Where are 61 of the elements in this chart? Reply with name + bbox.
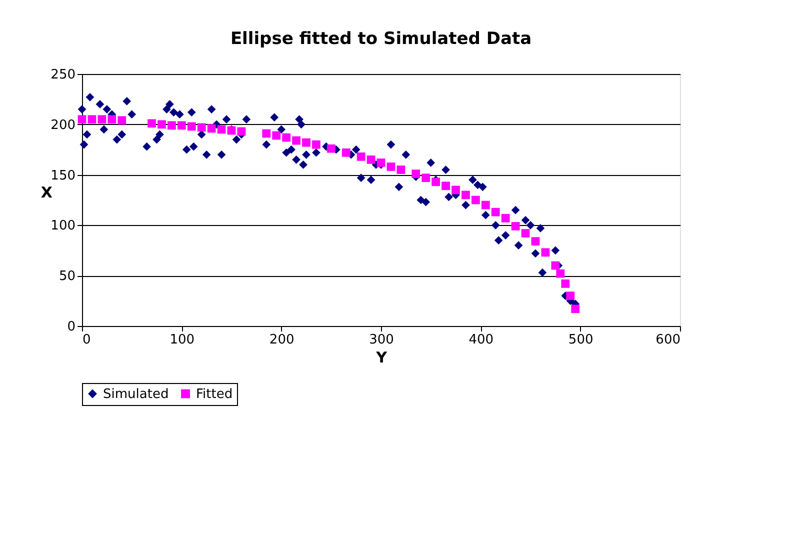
- point: [197, 123, 206, 132]
- point: [556, 269, 565, 278]
- x-tick-label: 300: [369, 332, 394, 348]
- y-tick-label: 50: [58, 269, 76, 284]
- x-tick-label: 400: [468, 332, 494, 348]
- x-tick-label: 100: [170, 332, 195, 348]
- point: [292, 136, 300, 145]
- point: [566, 292, 575, 300]
- point: [491, 208, 500, 216]
- y-tick-label: 100: [50, 218, 76, 234]
- point: [217, 125, 226, 134]
- point: [342, 148, 350, 157]
- point: [521, 229, 530, 238]
- point: [282, 133, 290, 142]
- point: [472, 196, 480, 204]
- point: [118, 116, 126, 125]
- point: [571, 304, 580, 314]
- point: [302, 138, 310, 147]
- point: [412, 170, 420, 178]
- y-tick-label: 0: [67, 320, 76, 334]
- legend-label: Fitted: [196, 386, 233, 402]
- y-axis-title: X: [40, 184, 53, 202]
- point: [422, 174, 430, 182]
- point: [386, 162, 396, 171]
- point: [237, 127, 246, 136]
- point: [551, 261, 560, 270]
- legend-label: Simulated: [103, 386, 169, 402]
- point: [312, 140, 320, 149]
- point: [168, 121, 176, 130]
- point: [326, 144, 336, 153]
- chart-title: Ellipse fitted to Simulated Data: [230, 29, 532, 49]
- point: [177, 121, 186, 130]
- point: [366, 155, 376, 164]
- x-tick-label: 200: [269, 332, 294, 348]
- point: [396, 166, 406, 174]
- point: [148, 119, 156, 128]
- point: [541, 248, 550, 257]
- point: [462, 190, 470, 200]
- point: [158, 120, 166, 129]
- x-tick-label: 600: [656, 332, 680, 348]
- point: [442, 182, 450, 190]
- point: [452, 186, 460, 194]
- x-tick-label: 0: [82, 332, 91, 348]
- point: [207, 124, 216, 133]
- point: [511, 222, 520, 230]
- y-tick-label: 150: [50, 168, 76, 184]
- point: [531, 237, 540, 246]
- point: [501, 214, 510, 222]
- point: [481, 200, 490, 210]
- point: [262, 129, 271, 138]
- point: [356, 152, 366, 161]
- x-axis-title: Y: [375, 348, 388, 366]
- y-tick-label: 250: [50, 68, 76, 82]
- point: [187, 122, 196, 131]
- point: [108, 115, 116, 124]
- y-tick-label: 200: [50, 118, 76, 133]
- x-tick-label: 500: [568, 332, 594, 348]
- point: [561, 279, 570, 288]
- point: [98, 115, 106, 124]
- point: [88, 115, 96, 124]
- point: [272, 131, 281, 140]
